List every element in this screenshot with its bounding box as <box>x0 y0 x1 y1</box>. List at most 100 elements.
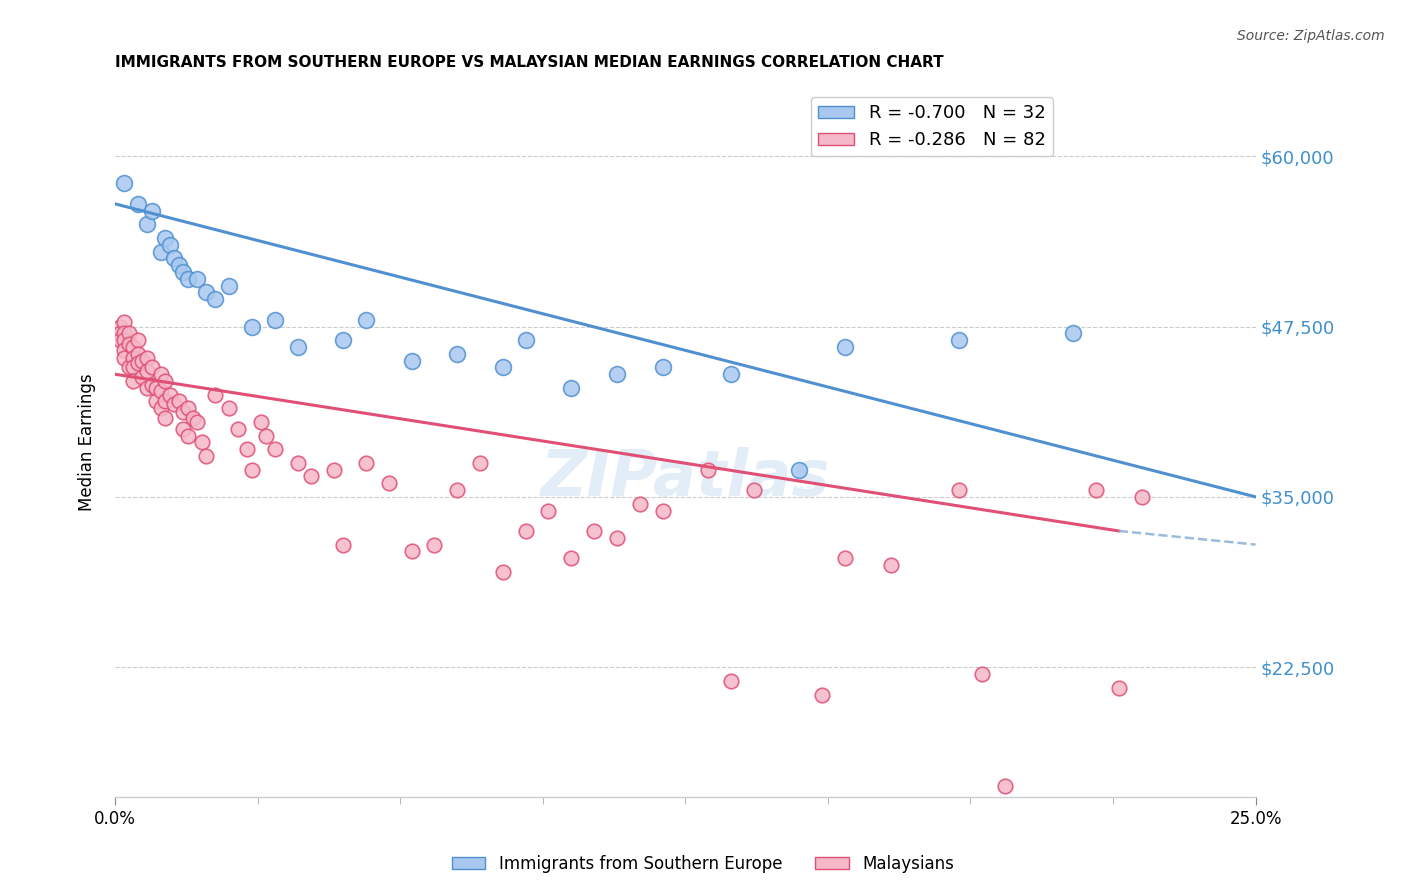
Point <box>118 326 141 341</box>
Point <box>537 503 560 517</box>
Point <box>177 272 200 286</box>
Point <box>108 333 131 347</box>
Point <box>141 378 163 392</box>
Point <box>250 415 273 429</box>
Point <box>560 381 582 395</box>
Point <box>122 360 145 375</box>
Point <box>122 374 145 388</box>
Point <box>195 449 218 463</box>
Y-axis label: Median Earnings: Median Earnings <box>79 374 96 511</box>
Point <box>155 394 177 409</box>
Point <box>149 368 172 382</box>
Point <box>263 442 285 457</box>
Point <box>606 531 628 545</box>
Point <box>218 278 240 293</box>
Point <box>195 285 218 300</box>
Point <box>172 422 194 436</box>
Point <box>127 333 149 347</box>
Point <box>323 462 346 476</box>
Point <box>149 384 172 398</box>
Point <box>994 779 1017 793</box>
Point <box>332 333 354 347</box>
Point <box>218 401 240 416</box>
Point <box>468 456 491 470</box>
Point <box>108 319 131 334</box>
Point <box>149 244 172 259</box>
Point <box>1108 681 1130 695</box>
Point <box>131 370 153 384</box>
Point <box>401 353 423 368</box>
Point <box>141 360 163 375</box>
Point <box>163 397 186 411</box>
Point <box>155 374 177 388</box>
Point <box>108 326 131 341</box>
Point <box>136 381 159 395</box>
Point <box>155 410 177 425</box>
Point <box>141 203 163 218</box>
Point <box>240 319 263 334</box>
Point <box>720 673 742 688</box>
Point <box>811 688 834 702</box>
Point <box>177 428 200 442</box>
Point <box>186 272 208 286</box>
Point <box>354 312 377 326</box>
Point <box>332 538 354 552</box>
Point <box>127 356 149 370</box>
Point <box>354 456 377 470</box>
Point <box>155 231 177 245</box>
Point <box>515 333 537 347</box>
Point <box>287 456 309 470</box>
Point <box>948 483 970 497</box>
Point <box>583 524 606 538</box>
Point <box>186 415 208 429</box>
Point <box>492 565 515 579</box>
Point <box>204 292 226 306</box>
Point <box>236 442 259 457</box>
Point <box>159 387 181 401</box>
Point <box>401 544 423 558</box>
Point <box>742 483 765 497</box>
Point <box>167 394 190 409</box>
Point <box>136 351 159 365</box>
Point <box>136 217 159 231</box>
Point <box>446 347 468 361</box>
Point <box>112 326 135 341</box>
Point <box>606 368 628 382</box>
Point <box>167 258 190 272</box>
Point <box>145 381 167 395</box>
Legend: Immigrants from Southern Europe, Malaysians: Immigrants from Southern Europe, Malaysi… <box>446 848 960 880</box>
Point <box>1084 483 1107 497</box>
Point <box>628 497 651 511</box>
Text: ZIPatlas: ZIPatlas <box>540 447 830 508</box>
Point <box>204 387 226 401</box>
Point <box>172 265 194 279</box>
Point <box>651 503 673 517</box>
Point <box>1062 326 1084 341</box>
Point <box>149 401 172 416</box>
Point <box>423 538 446 552</box>
Point <box>970 667 993 681</box>
Point <box>254 428 277 442</box>
Point <box>378 476 401 491</box>
Point <box>720 368 742 382</box>
Point <box>112 343 135 357</box>
Point <box>190 435 212 450</box>
Point <box>136 364 159 378</box>
Point <box>834 551 856 566</box>
Point <box>131 353 153 368</box>
Point <box>651 360 673 375</box>
Point <box>112 333 135 347</box>
Point <box>118 360 141 375</box>
Point <box>697 462 720 476</box>
Point <box>122 340 145 354</box>
Point <box>163 252 186 266</box>
Point <box>287 340 309 354</box>
Point <box>240 462 263 476</box>
Point <box>127 347 149 361</box>
Point <box>560 551 582 566</box>
Point <box>122 351 145 365</box>
Point <box>112 315 135 329</box>
Point <box>181 410 204 425</box>
Point <box>446 483 468 497</box>
Point <box>948 333 970 347</box>
